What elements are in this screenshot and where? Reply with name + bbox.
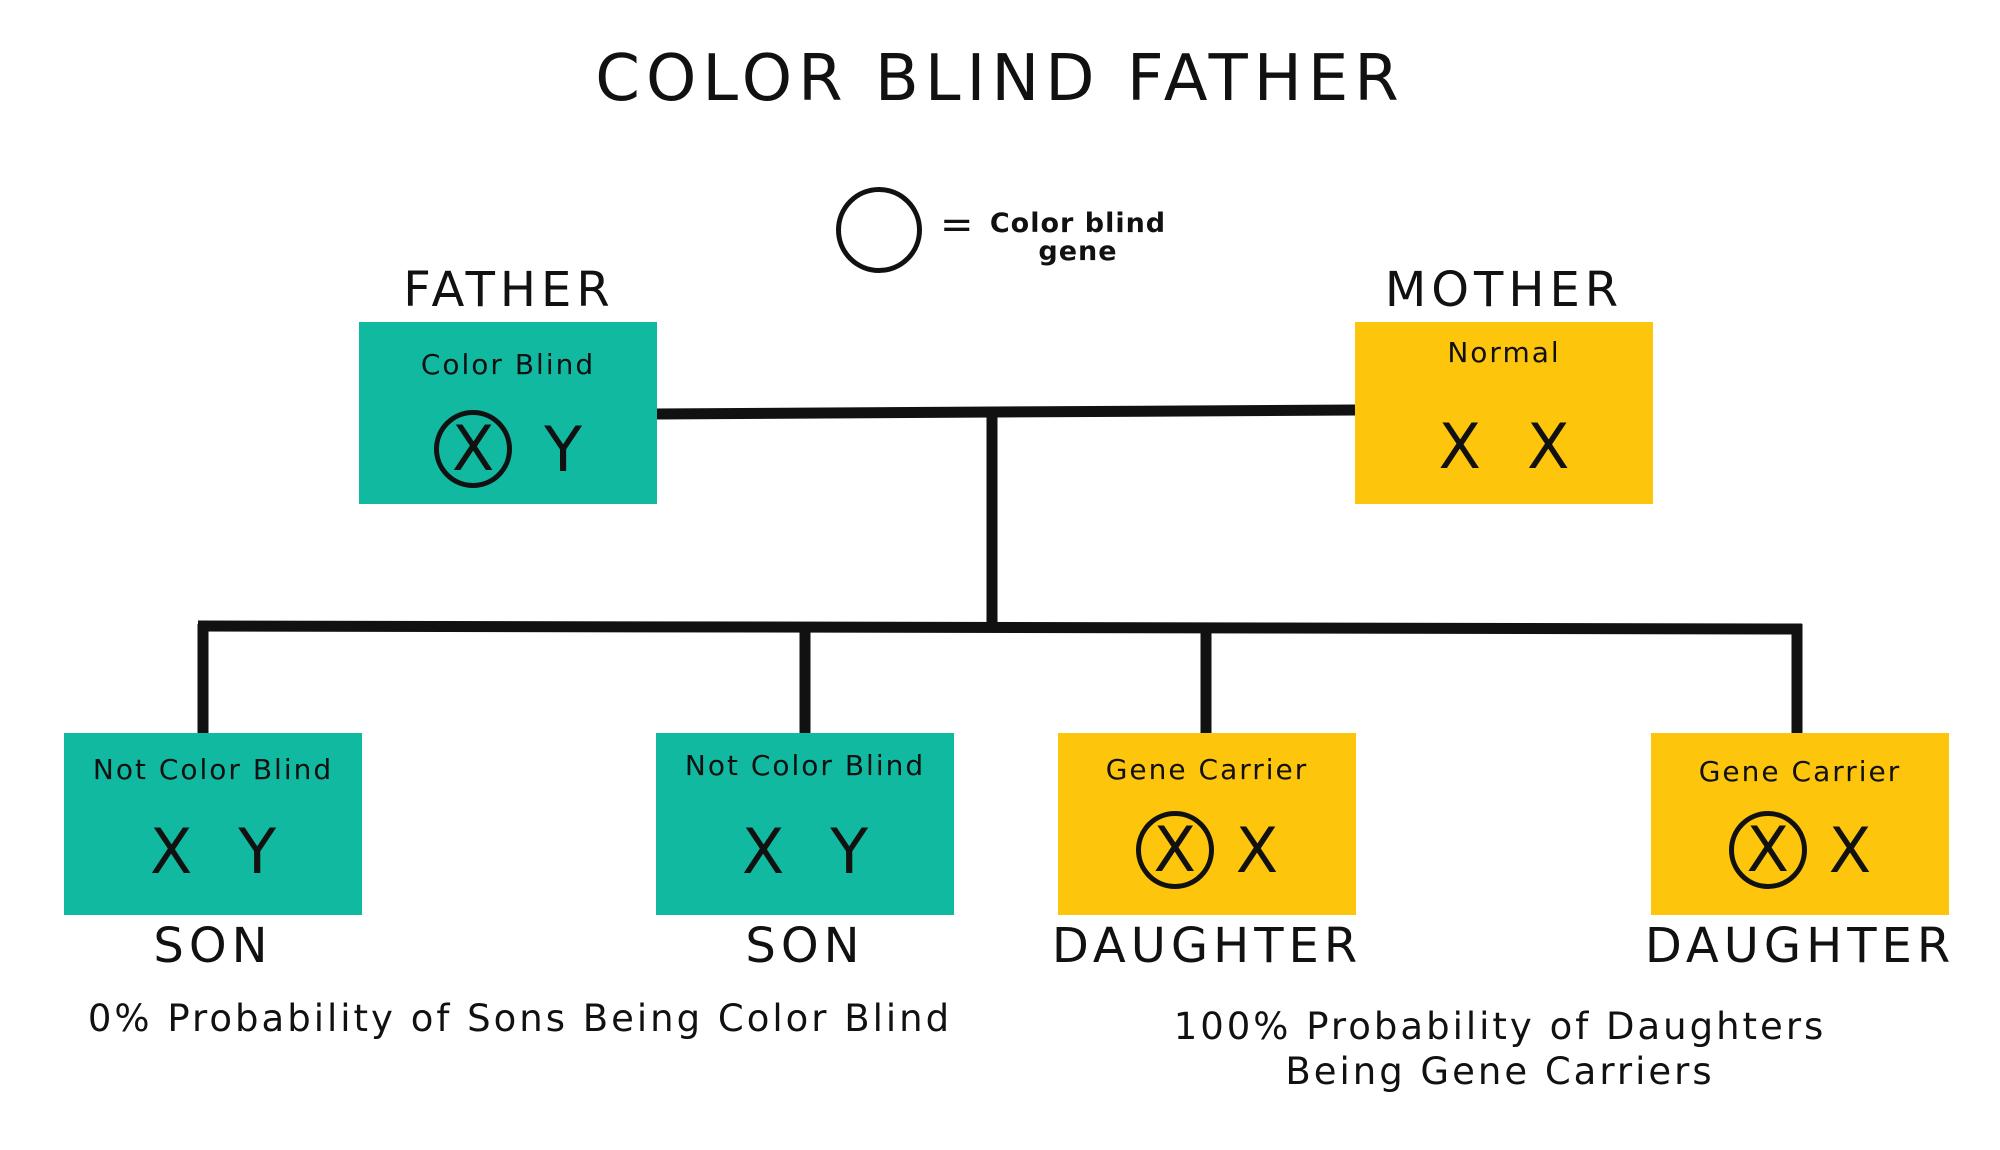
daughter-1-gene-2: X — [1235, 813, 1279, 887]
father-status: Color Blind — [420, 348, 596, 381]
legend-label: Color blind gene — [978, 210, 1178, 266]
son-2-genotype: X Y — [656, 815, 954, 888]
mother-label: MOTHER — [1384, 262, 1624, 318]
mother-genotype: X X — [1355, 410, 1653, 483]
diagram-title: COLOR BLIND FATHER — [595, 42, 1405, 116]
daughters-probability-caption: 100% Probability of Daughters Being Gene… — [1100, 1004, 1900, 1094]
legend-label-line1: Color blind — [989, 208, 1167, 239]
mother-gene-2: X — [1527, 410, 1570, 483]
color-blind-gene-icon: X — [434, 410, 513, 488]
parent-link-line — [654, 404, 1356, 420]
father-label: FATHER — [403, 262, 615, 318]
daughter-2-gene-2: X — [1828, 813, 1872, 887]
father-box: Color Blind X Y — [359, 322, 657, 504]
son-2-box: Not Color Blind X Y — [656, 733, 954, 915]
legend-label-line2: gene — [1038, 236, 1118, 267]
son-1-gene-1: X — [149, 815, 193, 888]
mother-status: Normal — [1447, 336, 1561, 369]
sibling-bar — [197, 620, 1803, 635]
son-2-gene-2: Y — [830, 815, 869, 888]
son-1-status: Not Color Blind — [92, 753, 334, 786]
daughters-caption-line1: 100% Probability of Daughters — [1173, 1005, 1827, 1048]
son-1-box: Not Color Blind X Y — [64, 733, 362, 915]
color-blind-gene-icon: X — [1135, 811, 1214, 889]
daughter-2-box: Gene Carrier X X — [1651, 733, 1949, 915]
daughters-caption-line2: Being Gene Carriers — [1285, 1050, 1715, 1093]
daughter-1-status: Gene Carrier — [1105, 753, 1309, 786]
son-1-label: SON — [153, 918, 273, 974]
legend-equals: = — [940, 202, 974, 248]
daughter-2-label: DAUGHTER — [1644, 918, 1956, 974]
legend-circle-icon — [836, 187, 922, 273]
mother-box: Normal X X — [1355, 322, 1653, 504]
color-blind-gene-icon: X — [1728, 811, 1807, 889]
mother-gene-1: X — [1438, 410, 1481, 483]
son-1-gene-2: Y — [238, 815, 277, 888]
son-1-genotype: X Y — [64, 815, 362, 888]
sons-probability-caption: 0% Probability of Sons Being Color Blind — [87, 997, 953, 1040]
daughter-2-status: Gene Carrier — [1698, 755, 1902, 788]
daughter-2-genotype: X X — [1651, 811, 1949, 889]
son-2-gene-1: X — [741, 815, 785, 888]
daughter-1-genotype: X X — [1058, 811, 1356, 889]
daughter-1-label: DAUGHTER — [1051, 918, 1363, 974]
father-gene-2: Y — [544, 412, 582, 486]
father-genotype: X Y — [359, 410, 657, 488]
son-2-status: Not Color Blind — [684, 749, 926, 782]
daughter-1-box: Gene Carrier X X — [1058, 733, 1356, 915]
son-2-label: SON — [745, 918, 865, 974]
